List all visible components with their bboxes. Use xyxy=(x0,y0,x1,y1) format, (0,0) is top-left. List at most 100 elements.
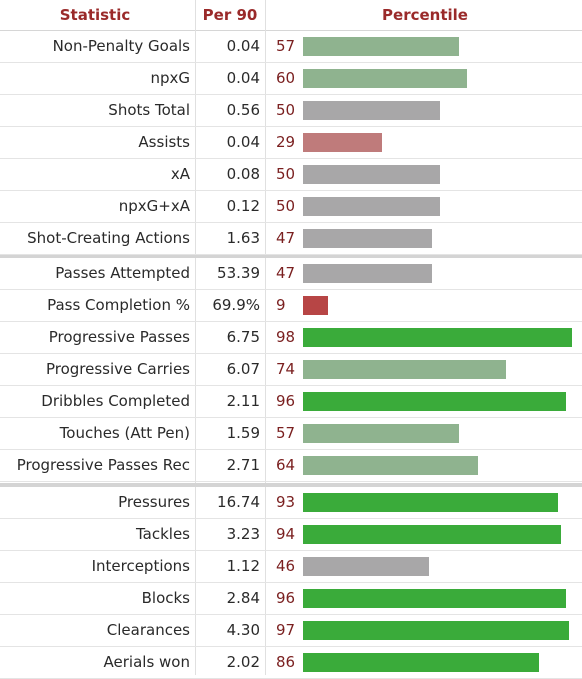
table-row: Shots Total 0.56 50 xyxy=(0,95,582,127)
per90-value: 0.04 xyxy=(226,133,260,151)
statistic-label: Pass Completion % xyxy=(47,296,190,314)
percentile-bar xyxy=(303,525,561,544)
per90-value: 4.30 xyxy=(226,621,260,639)
table-row: Progressive Passes Rec 2.71 64 xyxy=(0,450,582,482)
table-row: Non-Penalty Goals 0.04 57 xyxy=(0,31,582,63)
per90-value: 0.56 xyxy=(226,101,260,119)
percentile-bar xyxy=(303,328,572,347)
per90-value: 2.71 xyxy=(226,456,260,474)
table-row: Aerials won 2.02 86 xyxy=(0,647,582,679)
percentile-bar xyxy=(303,37,459,56)
percentile-bar xyxy=(303,69,467,88)
table-row: Progressive Carries 6.07 74 xyxy=(0,354,582,386)
percentile-bar xyxy=(303,589,566,608)
per90-value: 0.08 xyxy=(226,165,260,183)
percentile-bar xyxy=(303,392,566,411)
percentile-bar xyxy=(303,101,440,120)
table-row: Assists 0.04 29 xyxy=(0,127,582,159)
table-row: Interceptions 1.12 46 xyxy=(0,551,582,583)
table-row: npxG 0.04 60 xyxy=(0,63,582,95)
percentile-bar xyxy=(303,424,459,443)
statistic-label: Progressive Passes xyxy=(48,328,190,346)
group-separator xyxy=(0,254,582,258)
table-row: npxG+xA 0.12 50 xyxy=(0,191,582,223)
percentile-value: 96 xyxy=(276,392,296,410)
percentile-bar xyxy=(303,493,558,512)
per90-value: 0.12 xyxy=(226,197,260,215)
percentile-value: 94 xyxy=(276,525,296,543)
percentile-bar xyxy=(303,296,328,315)
percentile-bar xyxy=(303,360,506,379)
per90-value: 2.11 xyxy=(226,392,260,410)
percentile-bar xyxy=(303,653,539,672)
per90-value: 6.75 xyxy=(226,328,260,346)
per90-value: 2.02 xyxy=(226,653,260,671)
per90-value: 2.84 xyxy=(226,589,260,607)
statistic-label: Progressive Passes Rec xyxy=(16,456,190,474)
percentile-bar xyxy=(303,165,440,184)
table-row: Blocks 2.84 96 xyxy=(0,583,582,615)
statistic-label: npxG+xA xyxy=(118,197,190,215)
per90-value: 6.07 xyxy=(226,360,260,378)
column-divider xyxy=(265,0,266,675)
statistic-label: Progressive Carries xyxy=(45,360,190,378)
per90-value: 69.9% xyxy=(212,296,260,314)
percentile-value: 64 xyxy=(276,456,296,474)
percentile-bar xyxy=(303,456,478,475)
percentile-value: 98 xyxy=(276,328,296,346)
statistic-label: Assists xyxy=(138,133,190,151)
group-separator xyxy=(0,483,582,487)
table-row: Dribbles Completed 2.11 96 xyxy=(0,386,582,418)
statistic-label: Tackles xyxy=(135,525,190,543)
statistic-label: Shots Total xyxy=(108,101,190,119)
statistic-label: Touches (Att Pen) xyxy=(59,424,190,442)
table-row: Pressures 16.74 93 xyxy=(0,487,582,519)
percentile-value: 97 xyxy=(276,621,296,639)
per90-value: 1.63 xyxy=(226,229,260,247)
table-row: Shot-Creating Actions 1.63 47 xyxy=(0,223,582,255)
table-row: Progressive Passes 6.75 98 xyxy=(0,322,582,354)
percentile-bar xyxy=(303,197,440,216)
percentile-value: 57 xyxy=(276,37,296,55)
statistic-column-header[interactable]: Statistic xyxy=(59,6,131,24)
statistic-label: Non-Penalty Goals xyxy=(52,37,190,55)
per90-value: 16.74 xyxy=(217,493,260,511)
table-row: Passes Attempted 53.39 47 xyxy=(0,258,582,290)
statistic-label: Pressures xyxy=(118,493,190,511)
percentile-bar xyxy=(303,133,382,152)
statistic-label: Aerials won xyxy=(103,653,190,671)
percentile-value: 9 xyxy=(276,296,286,314)
percentile-value: 60 xyxy=(276,69,296,87)
per90-value: 53.39 xyxy=(217,264,260,282)
percentile-value: 50 xyxy=(276,197,296,215)
percentile-value: 96 xyxy=(276,589,296,607)
percentile-value: 57 xyxy=(276,424,296,442)
column-divider xyxy=(195,0,196,675)
percentile-value: 86 xyxy=(276,653,296,671)
percentile-bar xyxy=(303,621,569,640)
table-row: Tackles 3.23 94 xyxy=(0,519,582,551)
percentile-value: 47 xyxy=(276,264,296,282)
per90-value: 0.04 xyxy=(226,37,260,55)
per90-column-header[interactable]: Per 90 xyxy=(202,6,258,24)
statistic-label: Interceptions xyxy=(91,557,190,575)
statistic-label: npxG xyxy=(150,69,190,87)
table-header: Statistic Per 90 Percentile xyxy=(0,0,582,31)
statistic-label: Clearances xyxy=(106,621,190,639)
percentile-value: 50 xyxy=(276,165,296,183)
table-row: xA 0.08 50 xyxy=(0,159,582,191)
statistic-label: Blocks xyxy=(141,589,190,607)
statistic-label: Dribbles Completed xyxy=(41,392,190,410)
table-row: Pass Completion % 69.9% 9 xyxy=(0,290,582,322)
percentile-column-header[interactable]: Percentile xyxy=(382,6,468,24)
statistic-label: Shot-Creating Actions xyxy=(27,229,190,247)
statistic-label: xA xyxy=(170,165,190,183)
percentile-bar xyxy=(303,229,432,248)
percentile-bar xyxy=(303,264,432,283)
percentile-value: 93 xyxy=(276,493,296,511)
percentile-value: 46 xyxy=(276,557,296,575)
per90-value: 3.23 xyxy=(226,525,260,543)
percentile-bar xyxy=(303,557,429,576)
per90-value: 0.04 xyxy=(226,69,260,87)
